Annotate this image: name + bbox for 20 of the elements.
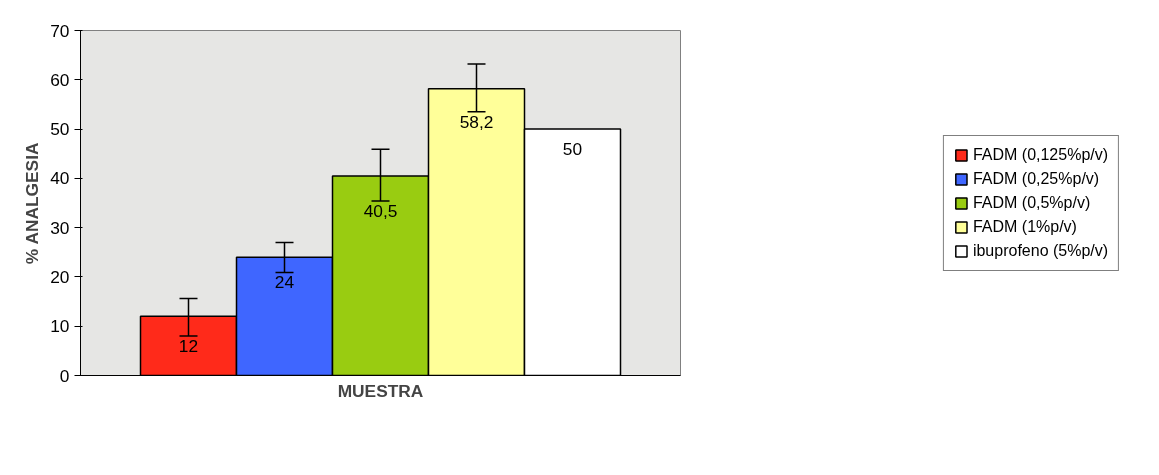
y-tick-label: 0 <box>59 365 70 386</box>
legend-label: FADM (1%p/v) <box>972 217 1077 236</box>
data-label: 50 <box>562 139 583 160</box>
y-tick-label: 60 <box>50 69 70 90</box>
y-tick-label: 40 <box>50 168 70 189</box>
legend-label: FADM (0,125%p/v) <box>972 145 1109 164</box>
y-tick-label: 70 <box>50 20 70 41</box>
y-tick-label: 10 <box>50 316 70 337</box>
legend-label: FADM (0,25%p/v) <box>972 169 1100 188</box>
y-axis-title: % ANALGESIA <box>22 142 43 265</box>
data-label: 40,5 <box>363 201 398 222</box>
data-label: 58,2 <box>459 111 494 132</box>
y-tick-label: 20 <box>50 266 70 287</box>
x-axis-title: MUESTRA <box>337 380 424 401</box>
y-tick-label: 30 <box>50 217 70 238</box>
data-label: 24 <box>274 272 295 293</box>
legend-label: FADM (0,5%p/v) <box>972 193 1091 212</box>
data-label: 12 <box>178 336 199 357</box>
y-tick-label: 50 <box>50 119 70 140</box>
legend-label: ibuprofeno (5%p/v) <box>972 241 1109 260</box>
